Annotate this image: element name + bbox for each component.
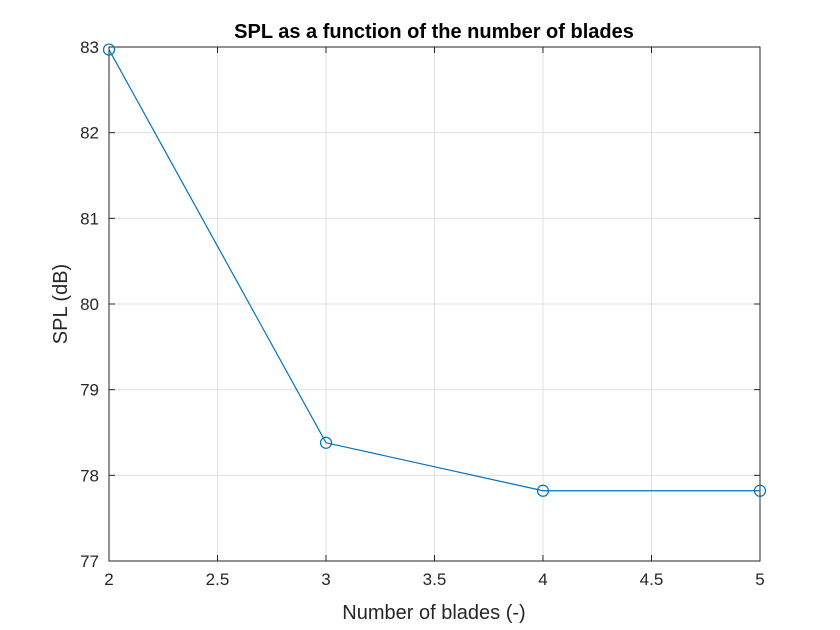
data-point-marker [319, 436, 333, 449]
y-tick-label: 79 [80, 381, 99, 400]
x-tick-label: 4.5 [640, 570, 664, 589]
y-tick-label: 80 [80, 295, 99, 314]
y-tick-label: 81 [80, 209, 99, 228]
y-tick-label: 83 [80, 38, 99, 57]
y-tick-label: 77 [80, 552, 99, 571]
data-point-marker [536, 484, 550, 497]
y-tick-label: 78 [80, 466, 99, 485]
x-tick-label: 3.5 [423, 570, 447, 589]
x-tick-label: 2 [104, 570, 113, 589]
x-axis-label: Number of blades (-) [342, 602, 525, 624]
x-tick-label: 3 [321, 570, 330, 589]
series [102, 43, 767, 497]
series-line [108, 49, 760, 492]
chart-title: SPL as a function of the number of blade… [234, 21, 634, 43]
data-point-marker [102, 43, 116, 56]
x-tick-label: 2.5 [206, 570, 230, 589]
y-tick-label: 82 [80, 124, 99, 143]
data-point-marker [753, 484, 767, 497]
y-axis-label: SPL (dB) [50, 264, 72, 344]
x-tick-label: 5 [755, 570, 764, 589]
x-tick-label: 4 [538, 570, 547, 589]
